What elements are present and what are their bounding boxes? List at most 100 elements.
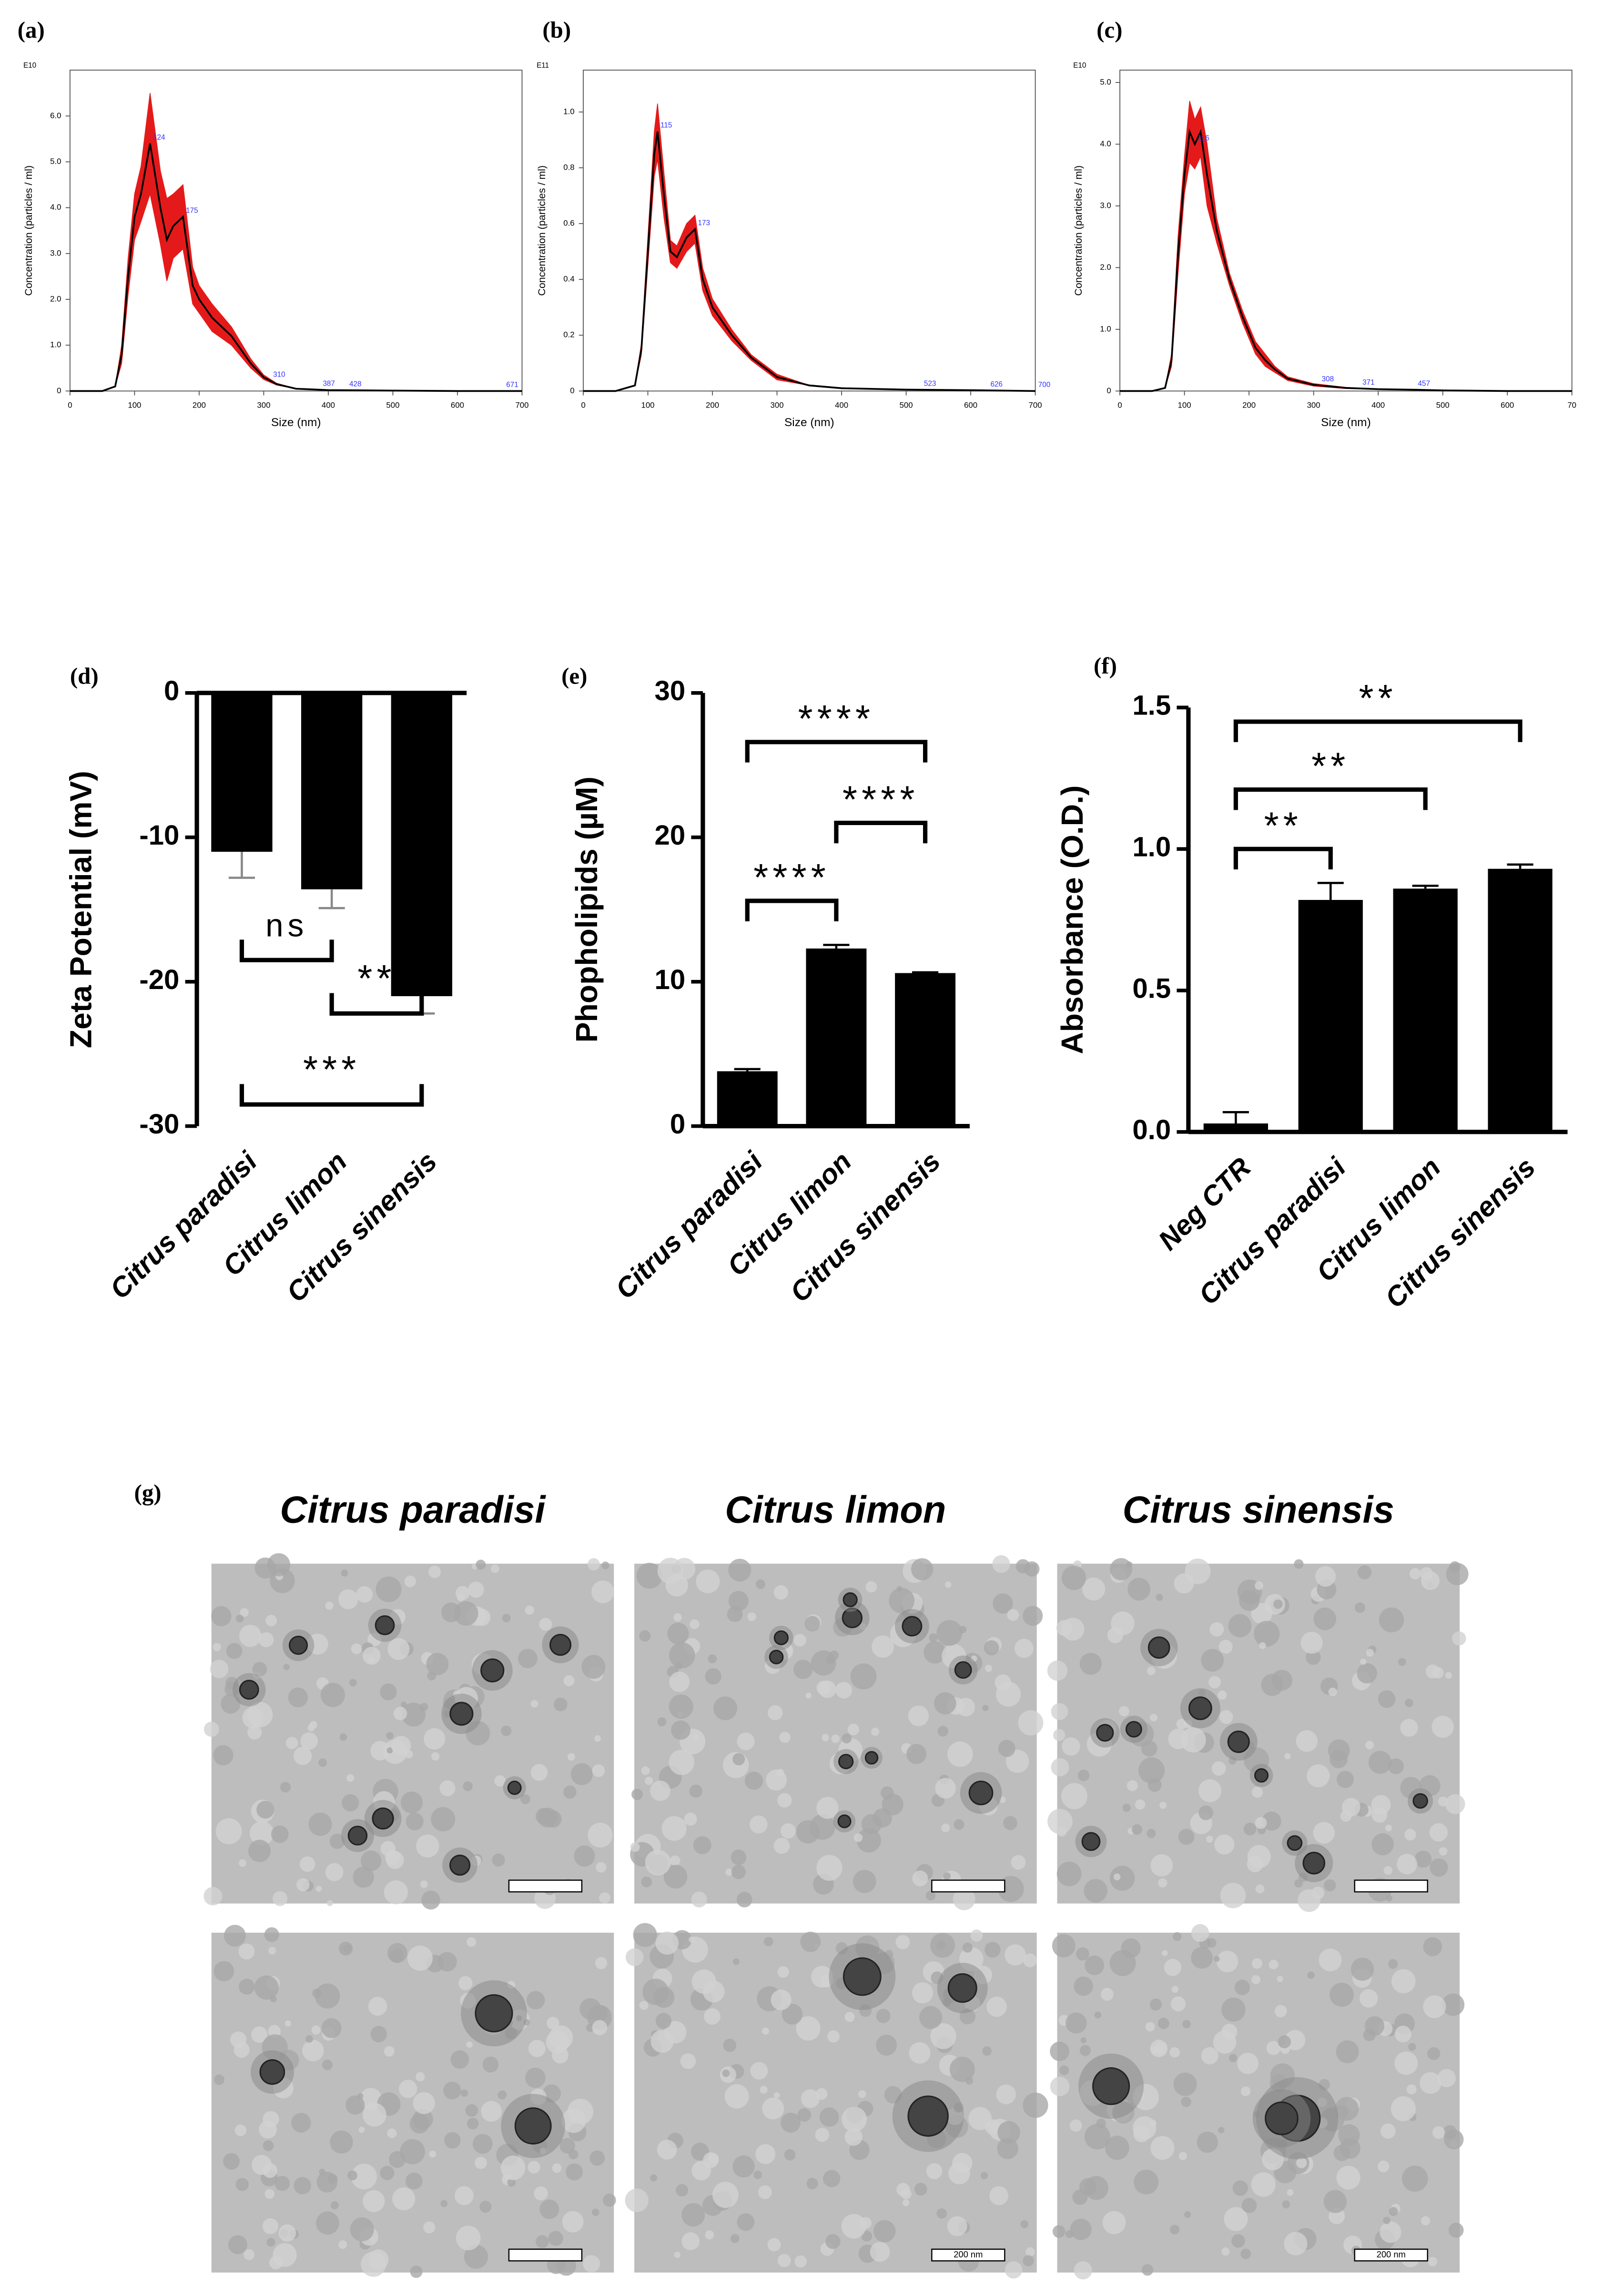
texture bbox=[1056, 1861, 1082, 1887]
texture bbox=[1171, 1986, 1179, 1993]
x-tick-label: 70 bbox=[1567, 400, 1576, 409]
bar bbox=[1488, 868, 1553, 1132]
y-tick-label: 3.0 bbox=[50, 248, 61, 257]
texture bbox=[747, 1612, 756, 1621]
y-tick-label: 0.0 bbox=[1132, 1114, 1171, 1145]
x-tick-label: 600 bbox=[964, 400, 977, 409]
peak-label: 700 bbox=[1038, 381, 1051, 389]
texture bbox=[1122, 1804, 1131, 1812]
significance-label: ns bbox=[265, 908, 308, 944]
texture bbox=[723, 2039, 737, 2052]
texture bbox=[423, 2221, 436, 2234]
texture bbox=[1003, 1816, 1017, 1830]
texture bbox=[490, 1564, 499, 1573]
x-axis-label: Size (nm) bbox=[1321, 416, 1371, 429]
texture bbox=[1404, 1828, 1416, 1841]
texture bbox=[561, 2108, 586, 2133]
texture bbox=[321, 2018, 342, 2038]
texture bbox=[1105, 2135, 1129, 2160]
texture bbox=[592, 2208, 599, 2216]
texture bbox=[252, 2154, 272, 2175]
x-tick-label: 400 bbox=[1371, 400, 1385, 409]
texture bbox=[1023, 2255, 1034, 2266]
texture bbox=[1400, 1719, 1418, 1737]
texture bbox=[1357, 1565, 1372, 1580]
texture bbox=[657, 1558, 684, 1584]
y-tick-label: 10 bbox=[655, 964, 686, 995]
texture bbox=[980, 2172, 988, 2179]
texture bbox=[689, 1785, 703, 1798]
x-tick-label: 200 bbox=[1242, 400, 1256, 409]
texture bbox=[256, 1801, 274, 1819]
texture bbox=[563, 1785, 577, 1799]
texture bbox=[992, 1555, 1010, 1573]
texture bbox=[691, 1891, 707, 1908]
texture bbox=[965, 2077, 974, 2085]
texture bbox=[1330, 1982, 1354, 2007]
texture bbox=[1350, 1958, 1374, 1981]
texture bbox=[1311, 1887, 1325, 1900]
texture bbox=[872, 1635, 894, 1658]
texture bbox=[998, 1740, 1015, 1757]
texture bbox=[539, 1618, 552, 1631]
texture bbox=[1074, 1976, 1093, 1996]
texture bbox=[428, 1565, 441, 1578]
texture bbox=[1211, 1761, 1226, 1776]
texture bbox=[731, 1865, 746, 1879]
texture bbox=[1023, 1953, 1037, 1968]
texture bbox=[1366, 1649, 1374, 1657]
y-tick-label: 0.4 bbox=[563, 275, 574, 284]
texture bbox=[1020, 2220, 1029, 2228]
texture bbox=[444, 2132, 461, 2149]
micrograph bbox=[211, 1925, 616, 2278]
texture bbox=[1082, 1577, 1106, 1601]
texture bbox=[339, 1941, 353, 1956]
texture bbox=[1173, 2072, 1197, 2096]
texture bbox=[768, 1705, 783, 1720]
texture bbox=[793, 1660, 813, 1679]
texture bbox=[773, 1585, 788, 1600]
panel-label: (e) bbox=[561, 663, 587, 689]
texture bbox=[776, 1768, 784, 1776]
texture bbox=[753, 2170, 762, 2179]
scale-bar-box bbox=[931, 2248, 1005, 2262]
vesicle bbox=[902, 1616, 923, 1637]
y-tick-label: 6.0 bbox=[50, 111, 61, 120]
texture bbox=[1240, 2248, 1251, 2259]
y-axis-label: Phopholipids (µM) bbox=[569, 776, 604, 1042]
texture bbox=[507, 2178, 516, 2187]
texture bbox=[1360, 1658, 1367, 1665]
texture bbox=[266, 2238, 275, 2247]
texture bbox=[876, 2009, 891, 2023]
texture bbox=[1409, 1568, 1421, 1580]
texture bbox=[475, 2156, 487, 2169]
significance-label: *** bbox=[303, 1048, 360, 1091]
y-tick-label: 0 bbox=[670, 1109, 685, 1140]
texture bbox=[239, 1624, 262, 1647]
texture bbox=[203, 1722, 219, 1737]
x-tick-label: 300 bbox=[1307, 400, 1320, 409]
peak-label: 175 bbox=[186, 207, 198, 215]
peak-label: 124 bbox=[153, 133, 165, 142]
x-tick-label: 100 bbox=[641, 400, 654, 409]
texture bbox=[465, 2104, 478, 2117]
texture bbox=[1066, 2012, 1087, 2034]
texture bbox=[1047, 1660, 1068, 1681]
texture bbox=[1307, 1764, 1330, 1787]
texture bbox=[1437, 2069, 1456, 2088]
texture bbox=[1269, 1959, 1279, 1969]
texture bbox=[570, 1763, 593, 1786]
y-tick-label: 5.0 bbox=[1100, 78, 1111, 87]
texture bbox=[736, 1892, 752, 1908]
texture bbox=[399, 2080, 417, 2098]
texture bbox=[341, 1569, 348, 1577]
texture bbox=[1076, 1947, 1089, 1961]
texture bbox=[494, 1775, 506, 1787]
texture bbox=[387, 2128, 397, 2138]
texture bbox=[956, 1698, 975, 1717]
peak-label: 310 bbox=[273, 371, 285, 379]
texture bbox=[842, 2106, 867, 2132]
texture bbox=[690, 1619, 700, 1629]
texture bbox=[463, 1781, 473, 1791]
